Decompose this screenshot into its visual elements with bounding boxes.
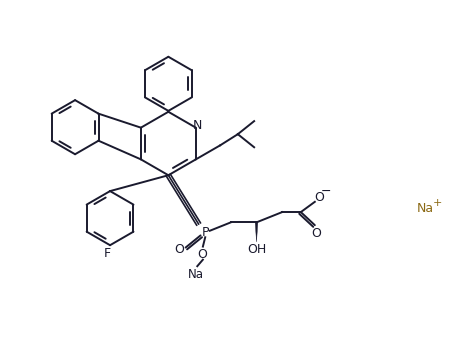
Text: O: O (175, 243, 185, 256)
Text: O: O (311, 227, 320, 240)
Polygon shape (255, 222, 258, 242)
Text: O: O (314, 191, 324, 204)
Text: O: O (197, 248, 207, 261)
Text: Na: Na (416, 202, 433, 215)
Text: Na: Na (187, 268, 203, 281)
Text: F: F (104, 247, 111, 260)
Text: −: − (321, 185, 331, 198)
Text: +: + (433, 198, 442, 208)
Text: OH: OH (247, 243, 266, 256)
Text: N: N (193, 119, 202, 132)
Text: P: P (202, 226, 209, 239)
